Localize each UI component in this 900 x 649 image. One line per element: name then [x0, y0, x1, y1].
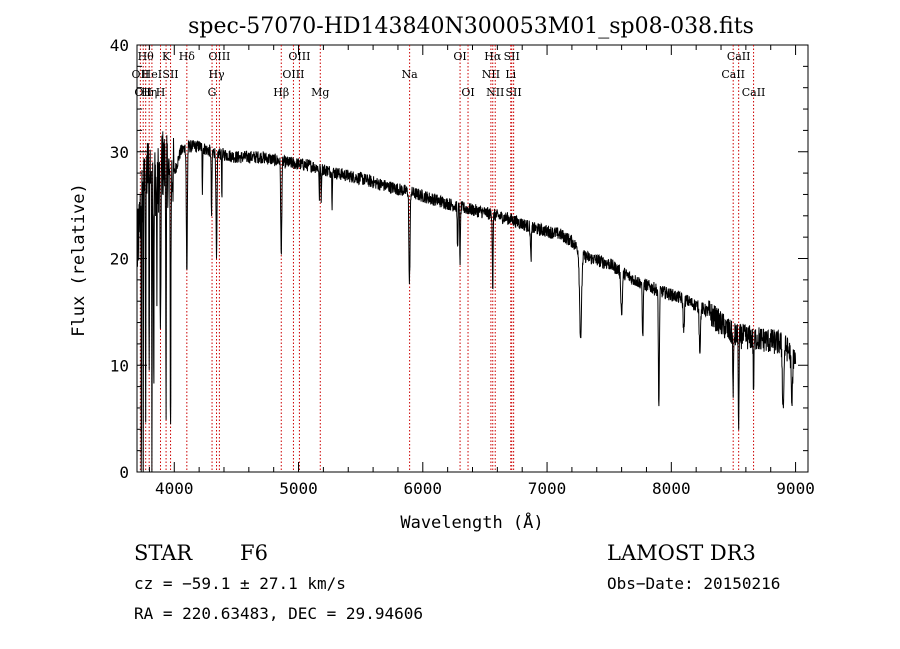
line-label: Mg	[311, 86, 329, 99]
observation-date: Obs−Date: 20150216	[607, 574, 780, 593]
line-markers	[139, 45, 755, 472]
y-axis: 0 10 20 30 40	[110, 36, 808, 482]
x-axis: 4000 5000 6000 7000 8000 9000	[148, 45, 815, 498]
x-tick-label: 9000	[776, 479, 815, 498]
y-tick-label: 20	[110, 250, 129, 269]
x-tick-label: 8000	[652, 479, 691, 498]
x-tick-label: 6000	[404, 479, 443, 498]
line-label: OI	[461, 86, 474, 99]
line-label: OI	[453, 50, 466, 63]
x-tick-label: 5000	[279, 479, 318, 498]
line-label: SII	[504, 50, 520, 63]
line-label: Hδ	[179, 50, 196, 63]
subclass: F6	[240, 541, 268, 565]
x-tick-label: 7000	[528, 479, 567, 498]
y-tick-label: 40	[110, 36, 129, 55]
redshift-cz: cz = −59.1 ± 27.1 km/s	[134, 574, 346, 593]
x-axis-label: Wavelength (Å)	[400, 511, 543, 533]
line-label: CaII	[742, 86, 766, 99]
y-tick-label: 0	[119, 463, 129, 482]
line-label: OIII	[288, 50, 310, 63]
line-label: CaII	[721, 68, 745, 81]
line-label: H	[156, 86, 166, 99]
line-labels: OIIOIIHθHηHeIHKSIIHδGHγOIIIHβOIIIOIIIMgN…	[131, 50, 765, 99]
line-label: Hα	[484, 50, 502, 63]
y-axis-label: Flux (relative)	[69, 183, 89, 337]
line-label: Hθ	[138, 50, 155, 63]
line-label: OIII	[208, 50, 230, 63]
line-label: NII	[486, 86, 504, 99]
line-label: OII	[134, 86, 152, 99]
coordinates: RA = 220.63483, DEC = 29.94606	[134, 604, 423, 623]
line-label: Hβ	[273, 86, 289, 99]
y-tick-label: 30	[110, 143, 129, 162]
chart-title: spec-57070-HD143840N300053M01_sp08-038.f…	[188, 14, 754, 39]
spectrum-line	[136, 131, 797, 473]
line-label: HeI	[142, 68, 162, 81]
y-tick-label: 10	[110, 356, 129, 375]
line-label: SII	[162, 68, 178, 81]
line-label: G	[208, 86, 217, 99]
survey-name: LAMOST DR3	[607, 541, 756, 565]
line-label: SII	[506, 86, 522, 99]
x-tick-label: 4000	[155, 479, 194, 498]
line-label: OII	[131, 68, 149, 81]
plot-frame	[136, 44, 809, 473]
line-label: Li	[505, 68, 516, 81]
object-class: STAR	[134, 541, 193, 565]
line-label: K	[162, 50, 171, 63]
line-label: OIII	[282, 68, 304, 81]
line-label: Hη	[141, 86, 157, 99]
line-label: CaII	[727, 50, 751, 63]
line-label: Hγ	[208, 68, 225, 81]
line-label: Na	[402, 68, 419, 81]
line-label: NII	[482, 68, 500, 81]
